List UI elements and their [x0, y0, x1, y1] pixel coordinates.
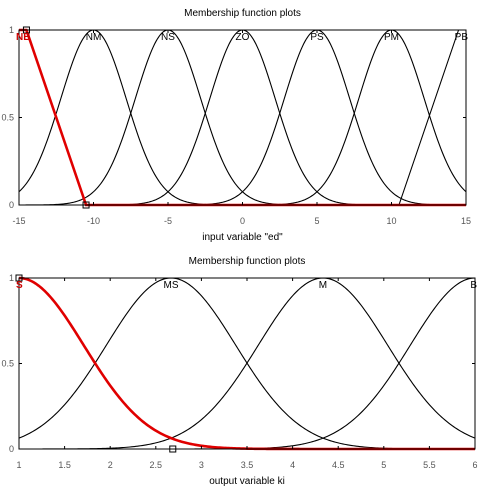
- x-tick-label: -15: [12, 216, 25, 226]
- mf-label-pb: PB: [455, 32, 469, 43]
- mf-curve-pb: [19, 29, 466, 206]
- chart-1: Membership function plots-15 -10 -5 0 5 10 150…: [1, 8, 471, 243]
- x-tick-label: 4: [290, 460, 295, 470]
- y-tick-label: 0.5: [1, 113, 14, 123]
- x-tick-label: 4.5: [332, 460, 345, 470]
- mf-label-ps: PS: [310, 32, 324, 43]
- x-tick-label: -5: [164, 216, 172, 226]
- mf-label-s: S: [16, 280, 23, 291]
- x-tick-label: 0: [240, 216, 245, 226]
- x-tick-label: 3: [199, 460, 204, 470]
- mf-label-ms: MS: [164, 280, 179, 291]
- x-tick-label: 2.5: [150, 460, 163, 470]
- y-tick-label: 1: [9, 25, 14, 35]
- y-tick-label: 1: [9, 273, 14, 283]
- y-tick-label: 0: [9, 200, 14, 210]
- x-tick-label: 15: [461, 216, 471, 226]
- x-axis-label: output variable ki: [209, 476, 285, 487]
- chart-title: Membership function plots: [184, 8, 301, 19]
- mf-label-ns: NS: [161, 32, 175, 43]
- y-tick-label: 0.5: [1, 359, 14, 369]
- x-tick-label: 1: [16, 460, 21, 470]
- x-tick-label: -10: [87, 216, 100, 226]
- mf-label-b: B: [470, 280, 477, 291]
- mf-curve-m: [19, 277, 476, 450]
- mf-label-nm: NM: [86, 32, 102, 43]
- x-tick-label: 5.5: [423, 460, 436, 470]
- x-tick-label: 2: [108, 460, 113, 470]
- mf-label-pm: PM: [384, 32, 399, 43]
- mf-curve-nb-selected: [19, 28, 466, 207]
- x-tick-label: 6: [472, 460, 477, 470]
- mf-curves: [18, 26, 467, 209]
- mf-curve-pm: [19, 29, 467, 206]
- chart-title: Membership function plots: [189, 256, 306, 267]
- mf-label-nb: NB: [16, 32, 30, 43]
- mf-curve-ps: [19, 29, 466, 206]
- x-tick-label: 10: [386, 216, 396, 226]
- chart-2: Membership function plots 1 1.5 2 2.5 3 3.5 4 4.…: [1, 256, 477, 487]
- mf-curves: [15, 274, 476, 453]
- x-tick-label: 5: [381, 460, 386, 470]
- mf-label-zo: ZO: [236, 32, 250, 43]
- plot-frame: [18, 29, 467, 206]
- x-tick-label: 5: [314, 216, 319, 226]
- x-tick-label: 1.5: [58, 460, 71, 470]
- mf-curve-ns: [19, 29, 466, 206]
- x-tick-label: 3.5: [241, 460, 254, 470]
- mf-curve-zo: [19, 29, 466, 206]
- mf-label-m: M: [319, 280, 327, 291]
- x-axis-label: input variable "ed": [202, 232, 283, 243]
- mf-curve-nm: [18, 29, 466, 206]
- y-tick-label: 0: [9, 444, 14, 454]
